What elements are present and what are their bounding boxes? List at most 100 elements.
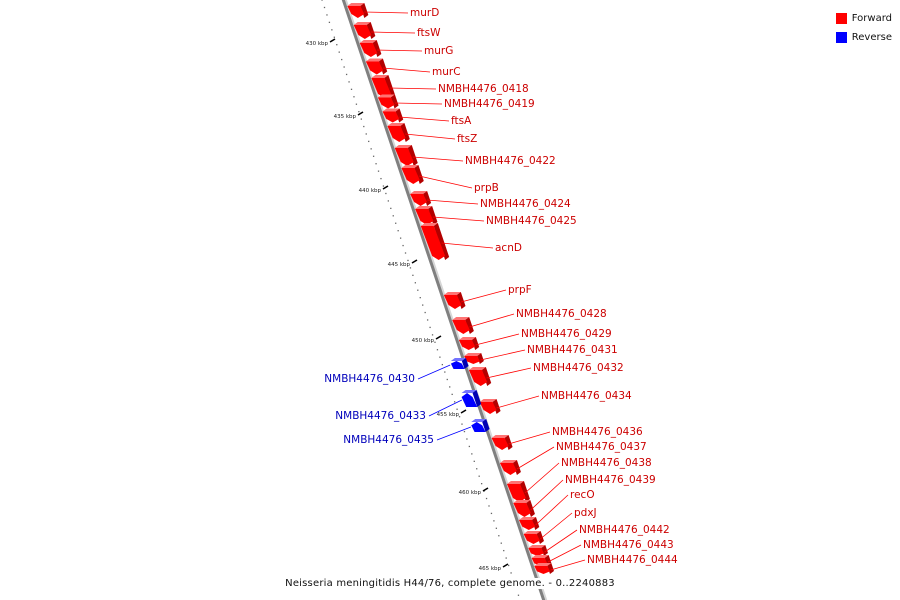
gene-leader-line: [475, 333, 520, 346]
gene-glyph-body: [518, 520, 536, 530]
ruler-dot: [336, 44, 338, 46]
ruler-dot: [500, 542, 502, 544]
gene-glyph-top: [353, 22, 371, 25]
gene-NMBH4476_0424: [410, 191, 432, 206]
ruler-dot: [461, 423, 463, 425]
gene-leader-line: [496, 395, 540, 409]
ruler-dot: [348, 81, 350, 83]
ruler-dot: [419, 297, 421, 299]
ruler-dot: [338, 51, 340, 53]
ruler-dot: [382, 185, 385, 187]
ruler-dot: [446, 378, 448, 381]
gene-label: recO: [570, 489, 595, 501]
gene-glyph-top: [499, 460, 517, 463]
backbone-line: [341, 0, 546, 600]
gene-label: NMBH4476_0436: [552, 426, 643, 438]
gene-glyph-side: [504, 435, 513, 450]
ruler-tick-label: 455 kbp: [437, 412, 460, 418]
ruler-dot: [463, 430, 466, 433]
ruler-dot: [517, 594, 520, 596]
gene-glyph-side: [366, 22, 376, 39]
ruler-tick-label: 435 kbp: [334, 114, 357, 120]
gene-glyph-body: [464, 356, 480, 364]
gene-glyph-top: [371, 75, 389, 78]
ruler-dot: [414, 282, 416, 284]
ruler-dot: [326, 14, 328, 16]
gene-glyph-body: [365, 61, 384, 75]
gene-glyph-side: [547, 563, 554, 574]
ruler-dot: [397, 230, 399, 232]
legend-label-reverse: Reverse: [851, 32, 892, 43]
gene-glyph-body: [491, 438, 509, 450]
ruler-dot: [385, 192, 387, 195]
gene-glyph-body: [468, 370, 488, 386]
ruler-dot: [395, 222, 397, 224]
gene-glyph-side: [433, 223, 450, 260]
gene-glyph-side: [526, 500, 535, 517]
gene-NMBH4476_0431: [464, 353, 484, 364]
gene-glyph-top: [401, 165, 419, 168]
ruler-tick: [460, 409, 467, 414]
ruler-dot: [444, 371, 446, 373]
gene-acnD: [420, 223, 450, 260]
gene-glyph-top: [528, 545, 546, 548]
ruler-dot: [495, 527, 498, 529]
gene-murG: [359, 40, 382, 57]
ruler-dot: [431, 334, 434, 336]
gene-glyph-side: [492, 399, 501, 414]
gene-label: NMBH4476_0434: [541, 390, 632, 402]
gene-leader-line: [535, 494, 569, 526]
gene-label: NMBH4476_0444: [587, 554, 678, 566]
ruler-dot: [466, 438, 468, 440]
gene-glyph-body: [353, 25, 372, 39]
gene-leader-line: [480, 349, 526, 361]
ruler-dot: [488, 505, 490, 507]
gene-glyph-top: [531, 555, 549, 558]
gene-leader-line: [530, 479, 564, 511]
gene-NMBH4476_0444: [534, 563, 554, 574]
gene-glyph-body: [499, 463, 517, 475]
gene-glyph-top: [377, 94, 395, 98]
gene-glyph-top: [359, 40, 377, 43]
gene-glyph-top: [479, 399, 497, 402]
ruler-dot: [453, 401, 456, 403]
gene-glyph-body: [377, 97, 395, 109]
gene-glyph-top: [365, 58, 383, 62]
gene-glyph-side: [471, 337, 480, 350]
gene-glyph-side: [461, 358, 469, 369]
ruler-dot: [390, 207, 392, 210]
gene-glyph-body: [523, 534, 540, 544]
gene-leader-line: [427, 199, 479, 205]
ruler-dot: [436, 349, 439, 351]
gene-glyph-top: [387, 123, 405, 126]
gene-label: NMBH4476_0425: [486, 215, 577, 227]
label-layer: murD ftsW murG murC NMBH4476_0418 NMBH4476_04…: [324, 7, 678, 571]
ruler-dot: [458, 416, 461, 418]
gene-leader-line: [469, 313, 515, 328]
gene-leader-line: [394, 102, 443, 105]
legend-item-reverse: Reverse: [835, 28, 892, 47]
ruler-dot: [321, 0, 323, 1]
ruler-dot: [343, 66, 345, 68]
ruler-dot: [468, 445, 471, 448]
ruler-dot: [345, 73, 348, 76]
gene-recO: [518, 517, 540, 530]
gene-label: ftsA: [451, 115, 472, 127]
ruler-dot: [380, 177, 382, 180]
gene-leader-line: [441, 242, 494, 249]
ruler-dot: [355, 103, 358, 105]
gene-leader-line: [432, 216, 485, 222]
gene-glyph-side: [512, 460, 521, 475]
ruler-dot: [426, 319, 429, 321]
gene-glyph-top: [534, 563, 552, 566]
gene-leader-line: [389, 87, 437, 90]
gene-glyph-top: [458, 337, 476, 340]
gene-glyph-side: [482, 419, 490, 432]
gene-glyph-body: [394, 148, 414, 166]
gene-label: murG: [424, 45, 453, 57]
gene-glyph-body: [347, 6, 365, 18]
ruler-dot: [493, 520, 495, 522]
gene-glyph-side: [472, 390, 482, 407]
ruler-tick: [435, 335, 442, 340]
